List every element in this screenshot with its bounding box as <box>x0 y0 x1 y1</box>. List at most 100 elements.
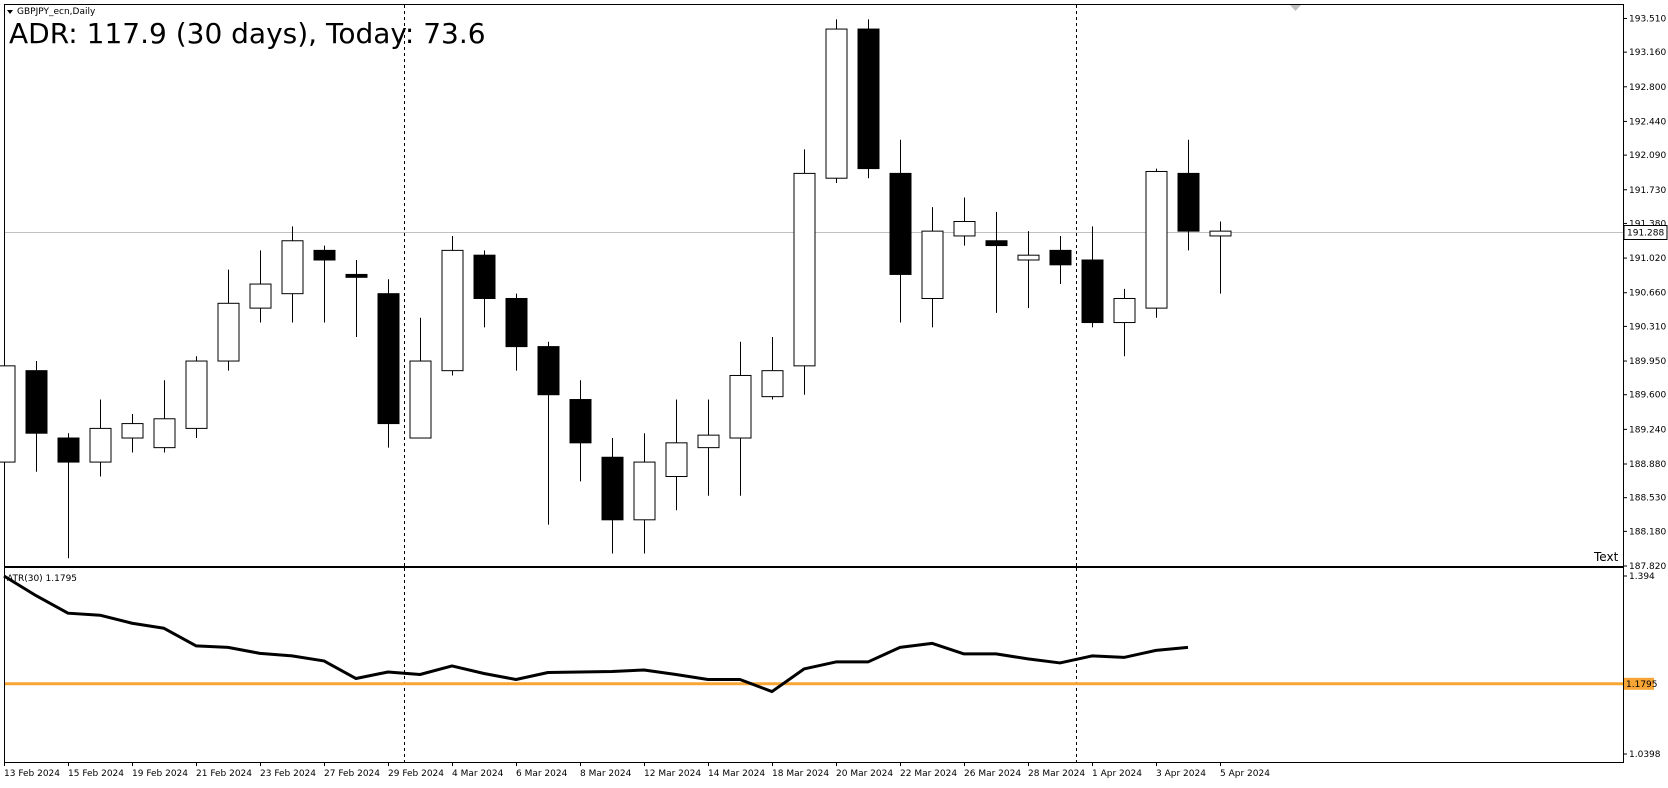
candle-body <box>633 461 656 521</box>
price-axis-label: 192.440 <box>1629 117 1666 127</box>
price-axis-label: 193.160 <box>1629 48 1666 58</box>
date-axis-label: 21 Feb 2024 <box>196 769 252 779</box>
candle-body <box>889 172 912 275</box>
candle-body <box>985 240 1008 247</box>
date-axis-label: 26 Mar 2024 <box>964 769 1021 779</box>
candle <box>249 250 272 323</box>
price-axis-label: 192.800 <box>1629 83 1666 93</box>
candle-body <box>217 302 240 362</box>
candle-body <box>505 297 528 348</box>
candle-body <box>857 28 880 170</box>
price-axis-label: 188.530 <box>1629 494 1666 504</box>
atr-axis-label: 1.394 <box>1629 572 1655 582</box>
date-axis-label: 20 Mar 2024 <box>836 769 893 779</box>
price-axis-label: 191.730 <box>1629 186 1666 196</box>
atr-subwindow-frame <box>4 567 1624 763</box>
date-axis-label: 8 Mar 2024 <box>580 769 632 779</box>
candle <box>601 438 624 554</box>
candle <box>377 279 400 448</box>
candle <box>409 317 432 439</box>
current-price-label: 191.288 <box>1627 229 1664 239</box>
candle <box>633 433 656 554</box>
price-axis-label: 187.820 <box>1629 562 1666 572</box>
candle <box>1209 221 1232 294</box>
price-axis-label: 192.090 <box>1629 151 1666 161</box>
candle-body <box>665 442 688 478</box>
main-chart-frame <box>4 4 1624 567</box>
date-axis-label: 14 Mar 2024 <box>708 769 765 779</box>
candle <box>1017 231 1040 309</box>
candle-body <box>1177 172 1200 232</box>
candle-body <box>1049 249 1072 266</box>
candle-body <box>825 28 848 179</box>
date-axis-label: 18 Mar 2024 <box>772 769 829 779</box>
atr-level-label: 1.1795 <box>1626 680 1658 690</box>
candle-body <box>601 456 624 521</box>
chart-shift-marker-icon[interactable] <box>1290 5 1301 11</box>
candle-body <box>25 370 48 434</box>
date-axis-label: 22 Mar 2024 <box>900 769 957 779</box>
atr-level-tag <box>1624 677 1654 690</box>
date-axis-label: 1 Apr 2024 <box>1092 769 1142 779</box>
candle <box>153 380 176 453</box>
candle <box>665 399 688 511</box>
candle <box>537 341 560 525</box>
atr-axis-label: 1.0398 <box>1629 750 1661 760</box>
text-object-label[interactable]: Text <box>1593 550 1619 564</box>
symbol-label: GBPJPY_ecn,Daily <box>17 7 96 17</box>
candle <box>697 399 720 496</box>
candle <box>953 197 976 246</box>
candle <box>473 250 496 328</box>
candle <box>345 260 368 337</box>
candle <box>1081 226 1104 328</box>
date-axis-label: 4 Mar 2024 <box>452 769 504 779</box>
date-axis-label: 29 Feb 2024 <box>388 769 444 779</box>
candle-body <box>1017 254 1040 261</box>
candle-body <box>345 273 368 278</box>
date-axis-label: 13 Feb 2024 <box>4 769 60 779</box>
candle-body <box>473 254 496 299</box>
candle <box>217 269 240 371</box>
candle <box>825 19 848 184</box>
date-axis-label: 27 Feb 2024 <box>324 769 380 779</box>
candle-body <box>729 374 752 439</box>
candle <box>569 380 592 482</box>
candle-body <box>0 365 16 463</box>
date-axis-label: 28 Mar 2024 <box>1028 769 1085 779</box>
price-axis-label: 189.240 <box>1629 425 1666 435</box>
candle-body <box>57 437 80 463</box>
candle-body <box>377 293 400 425</box>
candle <box>889 139 912 323</box>
candle <box>281 226 304 323</box>
candle-body <box>537 346 560 396</box>
candle <box>121 413 144 453</box>
candle <box>921 207 944 328</box>
current-price-tag <box>1623 225 1668 240</box>
price-axis-label: 191.020 <box>1629 254 1666 264</box>
candle-body <box>185 360 208 429</box>
candle <box>505 293 528 371</box>
date-axis-label: 19 Feb 2024 <box>132 769 188 779</box>
price-axis-label: 191.380 <box>1629 219 1666 229</box>
candle <box>985 211 1008 313</box>
price-axis-label: 189.600 <box>1629 391 1666 401</box>
atr-indicator-label: ATR(30) 1.1795 <box>7 574 77 584</box>
candle-body <box>1113 297 1136 324</box>
candle-body <box>249 283 272 309</box>
candle <box>185 356 208 439</box>
candle-body <box>313 249 336 261</box>
symbol-menu-arrow-icon[interactable] <box>7 10 13 14</box>
date-axis-label: 3 Apr 2024 <box>1156 769 1206 779</box>
candle <box>441 235 464 376</box>
candle-body <box>953 221 976 237</box>
candle <box>1049 235 1072 285</box>
candle <box>25 361 48 472</box>
candle-body <box>761 370 784 398</box>
candle <box>89 399 112 477</box>
price-axis-label: 188.880 <box>1629 460 1666 470</box>
candle-body <box>281 240 304 295</box>
date-axis-label: 5 Apr 2024 <box>1220 769 1270 779</box>
date-axis-label: 12 Mar 2024 <box>644 769 701 779</box>
